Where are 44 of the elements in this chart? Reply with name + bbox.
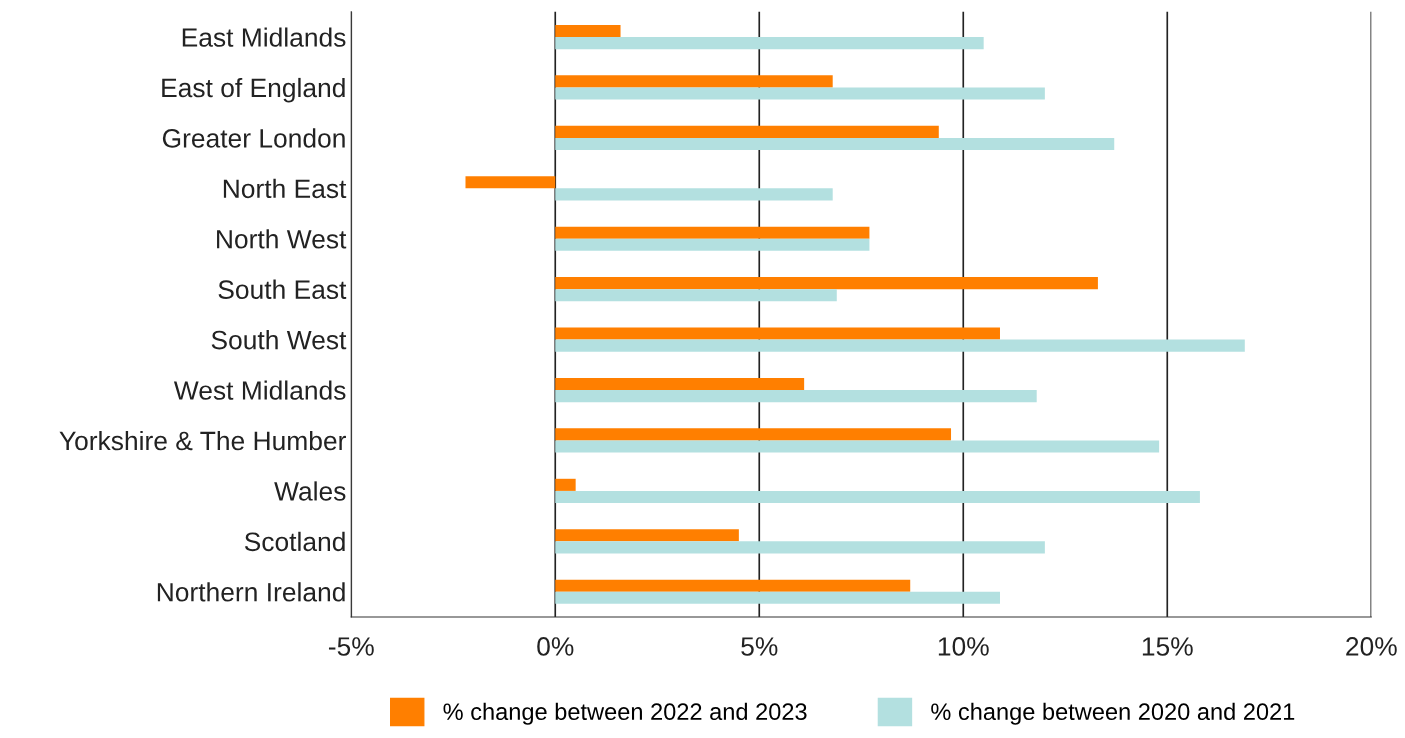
bar	[555, 137, 1115, 150]
x-tick-label: 5%	[741, 637, 778, 656]
legend-label: % change between 2022 and 2023	[443, 702, 807, 725]
x-tick-label: 20%	[1346, 637, 1397, 656]
bar	[555, 277, 1098, 290]
y-tick-label: South East	[218, 279, 347, 299]
x-tick-label: -5%	[328, 637, 374, 656]
bar	[555, 226, 870, 239]
bar	[555, 289, 837, 302]
bar	[555, 188, 833, 201]
bar	[555, 24, 621, 38]
bar	[555, 428, 952, 441]
y-tick-label: East Midlands	[182, 27, 346, 47]
bar	[555, 339, 1245, 352]
y-tick-label: South West	[211, 330, 347, 350]
y-tick-label: North East	[223, 178, 347, 199]
bar	[555, 37, 984, 50]
y-tick-label: West Midlands	[173, 380, 346, 400]
bar	[555, 478, 576, 491]
bar	[555, 579, 911, 592]
bar	[555, 390, 1037, 403]
bar	[555, 490, 1200, 503]
y-tick-label: East of England	[162, 77, 345, 103]
y-tick-label: Northern Ireland	[157, 582, 345, 602]
bar	[555, 327, 1000, 340]
bar	[465, 176, 556, 189]
bar	[555, 238, 870, 251]
bar	[555, 75, 833, 88]
x-tick-label: 0%	[537, 637, 574, 656]
bar	[555, 87, 1045, 100]
bar	[555, 541, 1045, 554]
y-tick-label: Greater London	[162, 128, 345, 148]
x-tick-label: 10%	[938, 637, 989, 656]
y-tick-label: Yorkshire & The Humber	[59, 430, 346, 451]
y-tick-label: Wales	[274, 481, 346, 501]
bar	[555, 377, 805, 391]
y-tick-label: Scotland	[244, 531, 345, 552]
bar	[555, 591, 1000, 604]
y-tick-label: North West	[217, 229, 347, 249]
bar	[555, 125, 939, 138]
bar	[555, 440, 1160, 453]
x-tick-label: 15%	[1142, 637, 1193, 656]
bar	[555, 529, 739, 542]
legend-label: % change between 2020 and 2021	[931, 702, 1295, 725]
